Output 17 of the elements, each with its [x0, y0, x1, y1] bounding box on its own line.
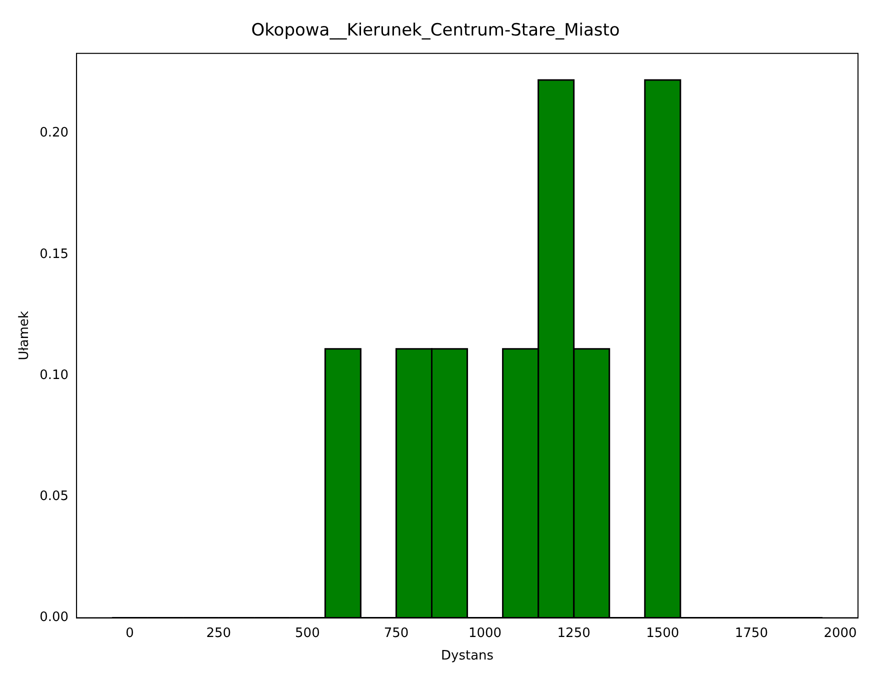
- y-tick-label: 0.00: [40, 610, 69, 626]
- x-tick-label: 1250: [557, 626, 590, 641]
- y-tick-label: 0.05: [40, 489, 69, 504]
- y-axis-title: Ułamek: [17, 310, 32, 360]
- x-tick-label: 1750: [734, 626, 768, 641]
- x-tick-label: 1000: [468, 626, 502, 641]
- x-tick-label: 750: [384, 626, 409, 641]
- chart-title: Okopowa__Kierunek_Centrum-Stare_Miasto: [251, 20, 620, 41]
- x-tick-label: 1500: [646, 626, 680, 641]
- x-axis-title: Dystans: [440, 648, 494, 664]
- y-tick-label: 0.20: [40, 126, 69, 141]
- x-tick-label: 0: [126, 626, 134, 641]
- y-tick-label: 0.10: [40, 368, 69, 383]
- x-tick-label: 250: [206, 626, 232, 641]
- y-tick-label: 0.15: [40, 246, 69, 262]
- x-tick-label: 2000: [824, 626, 857, 641]
- x-tick-label: 500: [295, 626, 320, 641]
